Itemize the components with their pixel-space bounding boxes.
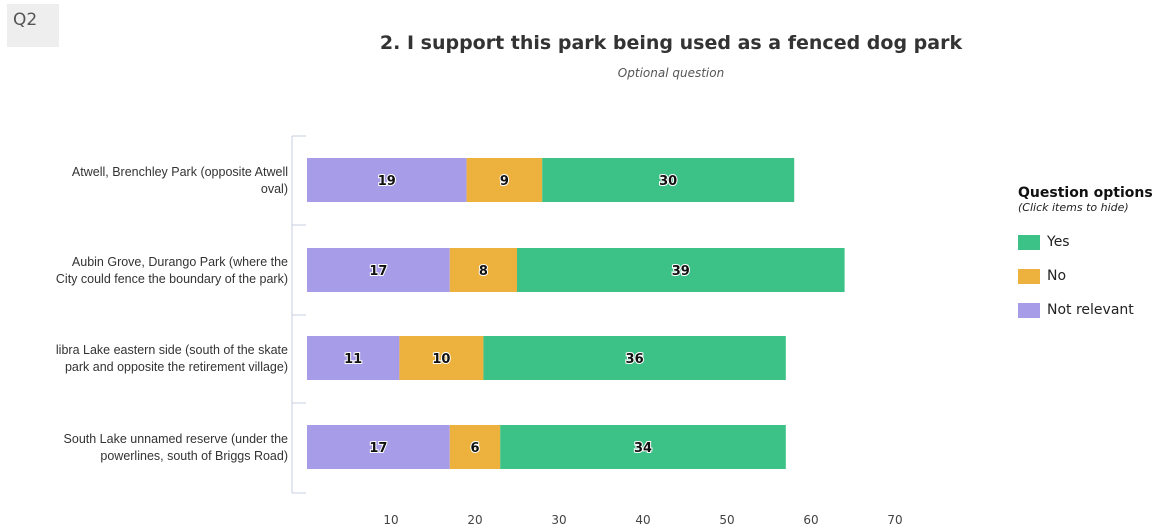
- bar-not-relevant[interactable]: [307, 336, 400, 380]
- data-label-yes: 36: [626, 352, 644, 367]
- bar-no[interactable]: [449, 248, 517, 292]
- bar-yes[interactable]: [483, 336, 786, 380]
- legend-swatch-not-relevant: [1018, 302, 1040, 318]
- bar-yes[interactable]: [542, 158, 795, 202]
- bar-no[interactable]: [466, 158, 543, 202]
- category-label-line: South Lake unnamed reserve (under the: [64, 432, 288, 446]
- x-tick-label: 30: [551, 513, 566, 527]
- question-badge: Q2: [7, 4, 59, 47]
- data-label-no: 9: [500, 174, 509, 189]
- bar-not-relevant[interactable]: [307, 425, 450, 469]
- bar-no[interactable]: [399, 336, 484, 380]
- legend-title: Question options: [1018, 185, 1153, 201]
- data-label-no: 10: [432, 352, 450, 367]
- category-label-line: Atwell, Brenchley Park (opposite Atwell: [72, 165, 288, 179]
- legend-label-yes: Yes: [1047, 234, 1070, 250]
- x-tick-label: 50: [719, 513, 734, 527]
- category-label-line: oval): [261, 182, 288, 196]
- data-label-no: 6: [470, 441, 479, 456]
- data-label-not-relevant: 11: [344, 352, 362, 367]
- category-label: libra Lake eastern side (south of the sk…: [56, 343, 288, 374]
- bar-yes[interactable]: [517, 248, 845, 292]
- legend: Question options (Click items to hide) Y…: [1018, 185, 1153, 327]
- legend-swatch-no: [1018, 268, 1040, 284]
- category-label-line: libra Lake eastern side (south of the sk…: [56, 343, 288, 357]
- legend-label-not-relevant: Not relevant: [1047, 302, 1134, 318]
- data-label-yes: 34: [634, 441, 652, 456]
- x-tick-label: 70: [887, 513, 902, 527]
- data-label-not-relevant: 17: [369, 441, 387, 456]
- question-badge-label: Q2: [13, 10, 38, 30]
- data-label-yes: 39: [672, 264, 690, 279]
- x-tick-label: 20: [467, 513, 482, 527]
- category-label: Aubin Grove, Durango Park (where the City…: [56, 255, 288, 286]
- legend-swatch-yes: [1018, 234, 1040, 250]
- data-label-yes: 30: [659, 174, 677, 189]
- category-label-line: powerlines, south of Briggs Road): [100, 449, 288, 463]
- legend-subtitle: (Click items to hide): [1018, 201, 1129, 214]
- chart-subtitle: Optional question: [617, 66, 725, 80]
- x-tick-label: 40: [635, 513, 650, 527]
- legend-item-not-relevant[interactable]: Not relevant: [1018, 293, 1153, 327]
- x-tick-label: 10: [383, 513, 398, 527]
- category-label-line: park and opposite the retirement village…: [65, 360, 288, 374]
- x-tick-label: 60: [803, 513, 818, 527]
- category-label-line: City could fence the boundary of the par…: [56, 272, 288, 286]
- bar-not-relevant[interactable]: [307, 158, 467, 202]
- bar-yes[interactable]: [500, 425, 786, 469]
- legend-item-no[interactable]: No: [1018, 259, 1153, 293]
- data-label-no: 8: [479, 264, 488, 279]
- category-label-line: Aubin Grove, Durango Park (where the: [72, 255, 288, 269]
- chart-title: 2. I support this park being used as a f…: [379, 32, 963, 54]
- bar-not-relevant[interactable]: [307, 248, 450, 292]
- data-label-not-relevant: 17: [369, 264, 387, 279]
- bar-no[interactable]: [449, 425, 501, 469]
- stacked-bar-chart: Atwell, Brenchley Park (opposite Atwell o…: [56, 135, 903, 527]
- category-label: Atwell, Brenchley Park (opposite Atwell o…: [72, 165, 288, 196]
- legend-item-yes[interactable]: Yes: [1018, 225, 1153, 259]
- category-label: South Lake unnamed reserve (under the pow…: [64, 432, 288, 463]
- legend-label-no: No: [1047, 268, 1067, 284]
- data-label-not-relevant: 19: [378, 174, 396, 189]
